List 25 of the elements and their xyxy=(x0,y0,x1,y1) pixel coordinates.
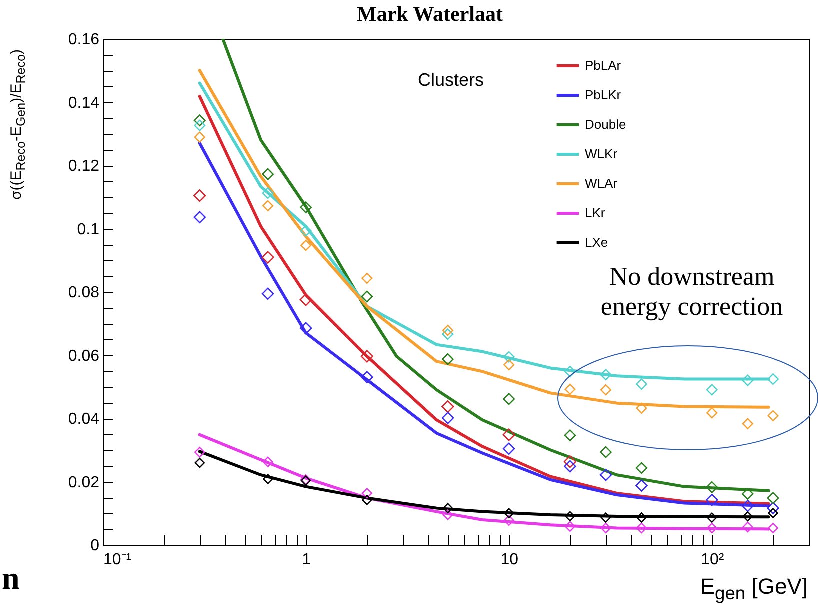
y-tick-label: 0.14 xyxy=(68,94,100,112)
chart-title: Mark Waterlaat xyxy=(357,2,503,26)
y-tick-label: 0.1 xyxy=(77,221,100,238)
y-tick-label: 0.08 xyxy=(68,284,100,302)
legend-label: WLKr xyxy=(585,146,618,162)
x-tick-label: 10² xyxy=(701,552,725,568)
legend-label: Double xyxy=(585,117,626,132)
y-tick-label: 0 xyxy=(90,538,100,554)
x-tick-label: 10⁻¹ xyxy=(104,552,132,568)
x-tick-label: 10 xyxy=(500,552,519,568)
y-tick-label: 0.04 xyxy=(68,411,100,428)
y-tick-label: 0.12 xyxy=(68,158,100,175)
text: n xyxy=(2,560,21,597)
x-axis-title: E$_{gen}$ [GeV] xyxy=(700,574,808,604)
y-tick-label: 0.02 xyxy=(68,474,100,492)
annotation: No downstream energy correction xyxy=(600,262,784,322)
annotation: Clusters xyxy=(418,70,486,91)
legend-label: PbLKr xyxy=(585,88,622,102)
legend-label: LKr xyxy=(585,206,606,220)
y-tick-label: 0.16 xyxy=(68,32,100,48)
legend-label: WLAr xyxy=(585,176,618,191)
legend-label: LXe xyxy=(585,235,608,250)
legend-label: PbLAr xyxy=(585,58,622,73)
x-tick-label: 1 xyxy=(302,552,312,568)
y-tick-label: 0.06 xyxy=(68,348,100,365)
